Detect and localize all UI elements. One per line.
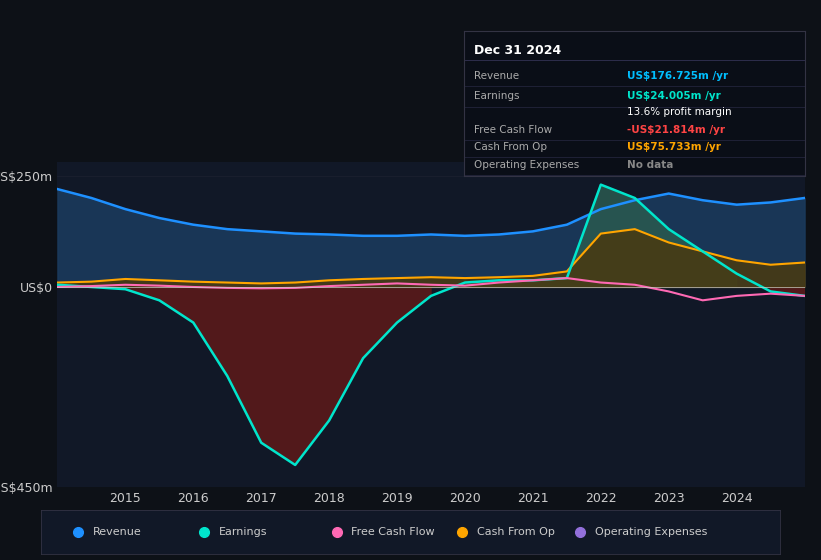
Text: Operating Expenses: Operating Expenses xyxy=(474,160,580,170)
Text: US$176.725m /yr: US$176.725m /yr xyxy=(627,71,728,81)
Text: Cash From Op: Cash From Op xyxy=(474,142,547,152)
Text: US$24.005m /yr: US$24.005m /yr xyxy=(627,91,721,101)
Text: Free Cash Flow: Free Cash Flow xyxy=(474,125,553,135)
Text: 13.6% profit margin: 13.6% profit margin xyxy=(627,108,732,118)
Text: Free Cash Flow: Free Cash Flow xyxy=(351,527,435,537)
Text: No data: No data xyxy=(627,160,674,170)
Text: Operating Expenses: Operating Expenses xyxy=(595,527,708,537)
Text: Revenue: Revenue xyxy=(93,527,141,537)
Text: Earnings: Earnings xyxy=(218,527,267,537)
Text: -US$21.814m /yr: -US$21.814m /yr xyxy=(627,125,726,135)
Text: Dec 31 2024: Dec 31 2024 xyxy=(474,44,562,57)
Text: Revenue: Revenue xyxy=(474,71,519,81)
Text: Cash From Op: Cash From Op xyxy=(477,527,555,537)
Text: US$75.733m /yr: US$75.733m /yr xyxy=(627,142,722,152)
Text: Earnings: Earnings xyxy=(474,91,520,101)
